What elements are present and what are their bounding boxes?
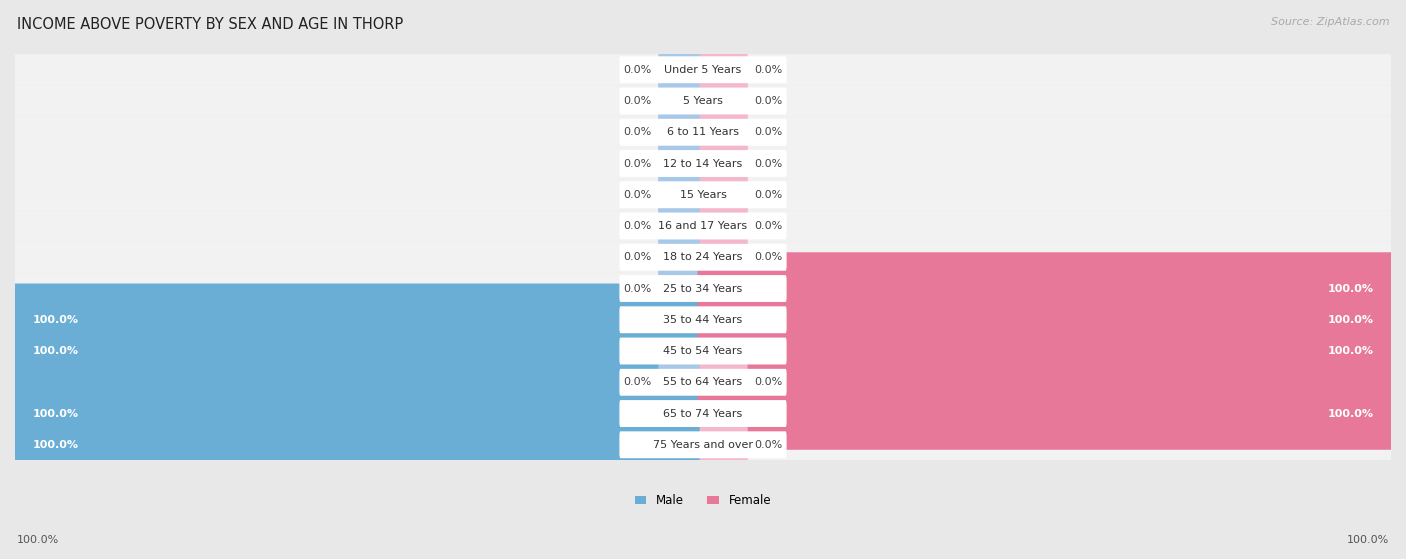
FancyBboxPatch shape — [658, 136, 706, 191]
Text: 0.0%: 0.0% — [623, 159, 651, 168]
FancyBboxPatch shape — [658, 262, 706, 315]
Text: 45 to 54 Years: 45 to 54 Years — [664, 346, 742, 356]
Text: 75 Years and over: 75 Years and over — [652, 440, 754, 450]
FancyBboxPatch shape — [697, 315, 1396, 387]
FancyBboxPatch shape — [15, 398, 1391, 429]
FancyBboxPatch shape — [658, 199, 706, 253]
FancyBboxPatch shape — [15, 117, 1391, 148]
Text: 100.0%: 100.0% — [1327, 346, 1374, 356]
FancyBboxPatch shape — [15, 86, 1391, 117]
Text: 100.0%: 100.0% — [1327, 315, 1374, 325]
Text: Under 5 Years: Under 5 Years — [665, 65, 741, 75]
Text: 100.0%: 100.0% — [1327, 283, 1374, 293]
FancyBboxPatch shape — [620, 338, 786, 364]
Text: 0.0%: 0.0% — [755, 96, 783, 106]
FancyBboxPatch shape — [697, 283, 1396, 356]
Text: 0.0%: 0.0% — [623, 283, 651, 293]
Text: 65 to 74 Years: 65 to 74 Years — [664, 409, 742, 419]
FancyBboxPatch shape — [620, 369, 786, 396]
FancyBboxPatch shape — [15, 148, 1391, 179]
FancyBboxPatch shape — [658, 106, 706, 159]
FancyBboxPatch shape — [700, 136, 748, 191]
Text: 25 to 34 Years: 25 to 34 Years — [664, 283, 742, 293]
Text: 0.0%: 0.0% — [755, 127, 783, 138]
Text: 100.0%: 100.0% — [17, 535, 59, 545]
FancyBboxPatch shape — [700, 418, 748, 472]
Text: 100.0%: 100.0% — [32, 315, 79, 325]
FancyBboxPatch shape — [697, 252, 1396, 325]
FancyBboxPatch shape — [10, 409, 709, 481]
Text: 0.0%: 0.0% — [755, 221, 783, 231]
FancyBboxPatch shape — [620, 244, 786, 271]
FancyBboxPatch shape — [620, 150, 786, 177]
FancyBboxPatch shape — [700, 230, 748, 284]
Text: 0.0%: 0.0% — [623, 252, 651, 262]
FancyBboxPatch shape — [15, 273, 1391, 304]
Text: 5 Years: 5 Years — [683, 96, 723, 106]
Text: 0.0%: 0.0% — [623, 65, 651, 75]
FancyBboxPatch shape — [658, 74, 706, 128]
Text: 100.0%: 100.0% — [1347, 535, 1389, 545]
Text: 0.0%: 0.0% — [755, 65, 783, 75]
Legend: Male, Female: Male, Female — [634, 494, 772, 508]
FancyBboxPatch shape — [620, 432, 786, 458]
Text: Source: ZipAtlas.com: Source: ZipAtlas.com — [1271, 17, 1389, 27]
FancyBboxPatch shape — [620, 400, 786, 427]
Text: 0.0%: 0.0% — [755, 252, 783, 262]
FancyBboxPatch shape — [15, 304, 1391, 335]
Text: 16 and 17 Years: 16 and 17 Years — [658, 221, 748, 231]
Text: 0.0%: 0.0% — [755, 440, 783, 450]
FancyBboxPatch shape — [10, 283, 709, 356]
FancyBboxPatch shape — [620, 275, 786, 302]
FancyBboxPatch shape — [10, 377, 709, 450]
FancyBboxPatch shape — [15, 429, 1391, 461]
FancyBboxPatch shape — [700, 106, 748, 159]
FancyBboxPatch shape — [620, 181, 786, 208]
FancyBboxPatch shape — [620, 212, 786, 239]
Text: INCOME ABOVE POVERTY BY SEX AND AGE IN THORP: INCOME ABOVE POVERTY BY SEX AND AGE IN T… — [17, 17, 404, 32]
Text: 35 to 44 Years: 35 to 44 Years — [664, 315, 742, 325]
Text: 0.0%: 0.0% — [623, 221, 651, 231]
FancyBboxPatch shape — [700, 43, 748, 97]
Text: 18 to 24 Years: 18 to 24 Years — [664, 252, 742, 262]
FancyBboxPatch shape — [15, 54, 1391, 86]
Text: 6 to 11 Years: 6 to 11 Years — [666, 127, 740, 138]
FancyBboxPatch shape — [658, 230, 706, 284]
FancyBboxPatch shape — [658, 43, 706, 97]
FancyBboxPatch shape — [10, 315, 709, 387]
Text: 0.0%: 0.0% — [755, 377, 783, 387]
Text: 100.0%: 100.0% — [32, 346, 79, 356]
FancyBboxPatch shape — [700, 356, 748, 409]
Text: 0.0%: 0.0% — [623, 127, 651, 138]
FancyBboxPatch shape — [700, 74, 748, 128]
FancyBboxPatch shape — [15, 210, 1391, 241]
Text: 0.0%: 0.0% — [623, 190, 651, 200]
Text: 0.0%: 0.0% — [755, 190, 783, 200]
FancyBboxPatch shape — [620, 119, 786, 146]
FancyBboxPatch shape — [15, 367, 1391, 398]
Text: 55 to 64 Years: 55 to 64 Years — [664, 377, 742, 387]
FancyBboxPatch shape — [700, 168, 748, 221]
Text: 100.0%: 100.0% — [32, 409, 79, 419]
Text: 0.0%: 0.0% — [623, 96, 651, 106]
FancyBboxPatch shape — [658, 168, 706, 221]
Text: 0.0%: 0.0% — [755, 159, 783, 168]
Text: 100.0%: 100.0% — [1327, 409, 1374, 419]
FancyBboxPatch shape — [620, 88, 786, 115]
FancyBboxPatch shape — [658, 356, 706, 409]
FancyBboxPatch shape — [15, 179, 1391, 210]
Text: 100.0%: 100.0% — [32, 440, 79, 450]
Text: 0.0%: 0.0% — [623, 377, 651, 387]
FancyBboxPatch shape — [620, 56, 786, 83]
Text: 12 to 14 Years: 12 to 14 Years — [664, 159, 742, 168]
FancyBboxPatch shape — [620, 306, 786, 333]
FancyBboxPatch shape — [15, 241, 1391, 273]
FancyBboxPatch shape — [697, 377, 1396, 450]
FancyBboxPatch shape — [700, 199, 748, 253]
Text: 15 Years: 15 Years — [679, 190, 727, 200]
FancyBboxPatch shape — [15, 335, 1391, 367]
